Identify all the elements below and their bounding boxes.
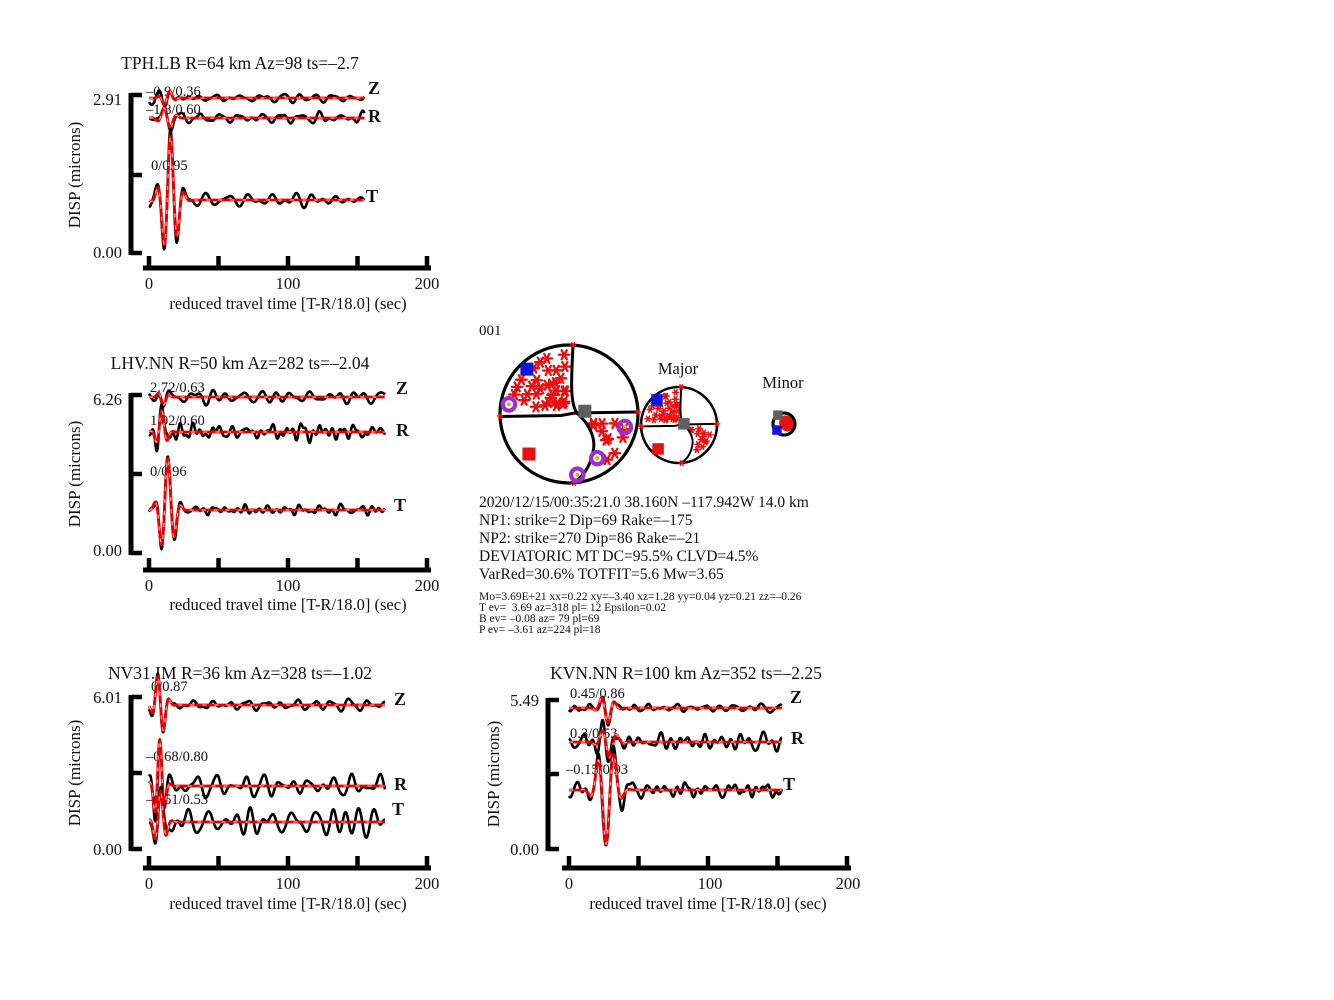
beachball-marker-ring	[568, 466, 586, 484]
major-beachball-label: Major	[657, 359, 699, 378]
fit-label-lhv-t: 0/0.96	[150, 464, 187, 480]
beachball-marker-square	[772, 425, 782, 435]
beachball-marker-square	[773, 410, 783, 420]
xtick-kvn-200: 200	[835, 874, 861, 893]
xtick-lhv-100: 100	[275, 576, 301, 595]
event-origin-line: 2020/12/15/00:35:21.0 38.160N –117.942W …	[479, 494, 809, 511]
minor-beachball-label: Minor	[762, 373, 804, 392]
event-taxis-line: T ev= 3.69 az=318 pl= 12 Epsilon=0.02	[479, 602, 667, 614]
beachball-minor	[771, 410, 797, 437]
xtick-tph-200: 200	[414, 274, 440, 293]
yaxis-min-label-nv31: 0.00	[93, 840, 122, 859]
fit-label-tph-t: 0/0.95	[151, 158, 188, 174]
yaxis-max-label-nv31: 6.01	[93, 688, 122, 707]
yaxis-min-label-tph: 0.00	[93, 243, 122, 262]
xtick-nv31-100: 100	[275, 874, 301, 893]
xtick-tph-100: 100	[275, 274, 301, 293]
event-np1-line: NP1: strike=2 Dip=69 Rake=–175	[479, 512, 693, 529]
component-label-lhv-r: R	[396, 420, 409, 440]
yaxis-title-tph: DISP (microns)	[65, 121, 84, 229]
yaxis-title-kvn: DISP (microns)	[484, 720, 503, 828]
beachball-marker-ring	[616, 418, 634, 436]
component-label-lhv-t: T	[394, 495, 407, 515]
fit-label-nv31-t: –0.51/0.53	[146, 792, 209, 808]
component-label-tph-t: T	[366, 186, 379, 206]
fit-label-tph-r: –1.8/0.60	[146, 102, 201, 118]
fit-label-kvn-t: –0.15/0.93	[566, 762, 629, 778]
component-label-kvn-z: Z	[790, 687, 803, 707]
xtick-tph-0: 0	[144, 274, 154, 293]
xtick-nv31-200: 200	[414, 874, 440, 893]
data-trace-KVN.NN-T	[567, 744, 784, 847]
event-baxis-line: B ev= –0.08 az= 79 pl=69	[479, 613, 600, 625]
fit-label-kvn-z: 0.45/0.86	[570, 686, 625, 702]
beachball-major	[637, 384, 721, 466]
component-label-tph-r: R	[368, 106, 381, 126]
beachball-marker-square	[520, 362, 534, 376]
fit-label-tph-z: –0.9/0.36	[146, 84, 201, 100]
station-title-tph-lb: TPH.LB R=64 km Az=98 ts=–2.7	[121, 53, 359, 73]
xaxis-title-tph: reduced travel time [T-R/18.0] (sec)	[169, 294, 407, 313]
beachball-marker-ring	[588, 449, 606, 467]
beachball-marker-square	[651, 394, 663, 406]
component-label-kvn-t: T	[783, 774, 796, 794]
yaxis-title-lhv: DISP (microns)	[65, 420, 84, 528]
beachball-marker-ring	[500, 396, 518, 413]
event-fit-line: VarRed=30.6% TOTFIT=5.6 Mw=3.65	[479, 566, 724, 583]
xaxis-title-lhv: reduced travel time [T-R/18.0] (sec)	[169, 595, 407, 614]
xtick-lhv-200: 200	[414, 576, 440, 595]
yaxis-max-label-lhv: 6.26	[93, 390, 122, 409]
yaxis-min-label-lhv: 0.00	[93, 541, 122, 560]
component-label-nv31-t: T	[392, 799, 405, 819]
beachball-marker-square	[678, 418, 690, 430]
xtick-kvn-100: 100	[697, 874, 723, 893]
yaxis-max-label-tph: 2.91	[93, 90, 122, 109]
fit-label-lhv-z: 2.72/0.63	[150, 380, 205, 396]
beachball-marker-square	[652, 443, 664, 455]
xaxis-title-kvn: reduced travel time [T-R/18.0] (sec)	[589, 894, 827, 913]
yaxis-min-label-kvn: 0.00	[510, 840, 539, 859]
yaxis-max-label-kvn: 5.49	[510, 691, 539, 710]
component-label-lhv-z: Z	[396, 378, 409, 398]
station-title-kvn-nn: KVN.NN R=100 km Az=352 ts=–2.25	[550, 663, 822, 683]
fit-label-lhv-r: 1.02/0.60	[150, 413, 205, 429]
component-label-tph-z: Z	[368, 78, 381, 98]
beachball-marker-square	[578, 404, 592, 418]
station-title-nv31-im: NV31.IM R=36 km Az=328 ts=–1.02	[108, 663, 372, 683]
xtick-kvn-0: 0	[564, 874, 574, 893]
event-moment-line: Mo=3.69E+21 xx=0.22 xy=–3.40 xz=1.28 yy=…	[479, 591, 802, 603]
xtick-lhv-0: 0	[144, 576, 154, 595]
synthetic-trace-TPH.LB-T	[148, 134, 366, 247]
component-label-nv31-z: Z	[394, 689, 407, 709]
station-plot-NV31.IM	[128, 672, 431, 871]
component-label-kvn-r: R	[791, 728, 804, 748]
fit-label-nv31-z: 0/0.87	[151, 679, 188, 695]
fit-label-kvn-r: 0.3/0.53	[570, 726, 618, 742]
event-np2-line: NP2: strike=270 Dip=86 Rake=–21	[479, 530, 701, 547]
fit-label-nv31-r: –0.68/0.80	[146, 749, 209, 765]
beachball-marker-square	[522, 447, 536, 461]
yaxis-title-nv31: DISP (microns)	[65, 719, 84, 827]
event-mt-line: DEVIATORIC MT DC=95.5% CLVD=4.5%	[479, 548, 759, 565]
solution-id-label: 001	[479, 323, 502, 339]
data-trace-TPH.LB-T	[148, 128, 366, 251]
synthetic-dash-TPH.LB-T	[148, 134, 365, 246]
station-title-lhv-nn: LHV.NN R=50 km Az=282 ts=–2.04	[110, 353, 370, 373]
event-paxis-line: P ev= –3.61 az=224 pl=18	[479, 624, 601, 636]
xaxis-title-nv31: reduced travel time [T-R/18.0] (sec)	[169, 894, 407, 913]
xtick-nv31-0: 0	[144, 874, 154, 893]
component-label-nv31-r: R	[394, 774, 407, 794]
station-plot-KVN.NN	[545, 695, 851, 871]
